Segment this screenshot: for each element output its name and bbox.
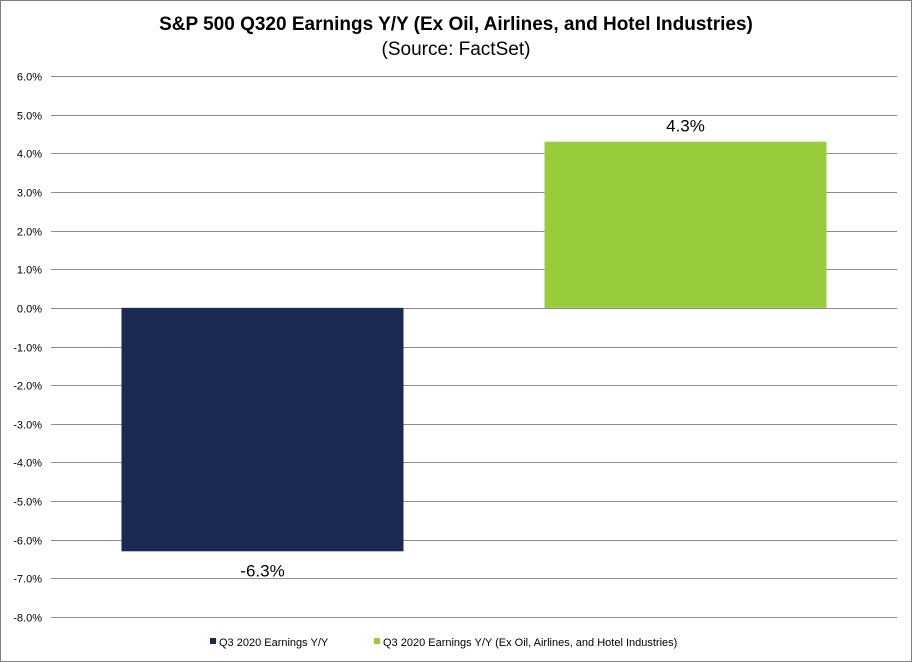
legend-label-1: Q3 2020 Earnings Y/Y bbox=[219, 637, 329, 649]
y-tick-label: -1.0% bbox=[13, 343, 42, 355]
y-tick-label: 3.0% bbox=[17, 188, 42, 200]
y-tick-label: -8.0% bbox=[13, 613, 42, 625]
legend-swatch-1 bbox=[210, 638, 216, 644]
y-tick-label: 2.0% bbox=[17, 227, 42, 239]
chart-subtitle: (Source: FactSet) bbox=[382, 39, 531, 60]
y-tick-label: -2.0% bbox=[13, 381, 42, 393]
y-tick-label: -5.0% bbox=[13, 497, 42, 509]
y-tick-label: -3.0% bbox=[13, 420, 42, 432]
legend-label-2: Q3 2020 Earnings Y/Y (Ex Oil, Airlines, … bbox=[383, 637, 677, 649]
y-tick-label: -6.0% bbox=[13, 536, 42, 548]
y-tick-label: 0.0% bbox=[17, 304, 42, 316]
bars: -6.3% 4.3% bbox=[121, 117, 827, 580]
y-tick-label: 5.0% bbox=[17, 111, 42, 123]
bar-1 bbox=[121, 307, 404, 552]
data-label-2: 4.3% bbox=[666, 117, 705, 136]
y-tick-label: 4.0% bbox=[17, 149, 42, 161]
y-tick-label: 1.0% bbox=[17, 265, 42, 277]
data-label-1: -6.3% bbox=[240, 561, 284, 580]
legend: Q3 2020 Earnings Y/Y Q3 2020 Earnings Y/Y… bbox=[210, 637, 677, 649]
y-tick-label: -4.0% bbox=[13, 458, 42, 470]
chart-title: S&P 500 Q320 Earnings Y/Y (Ex Oil, Airli… bbox=[159, 14, 753, 35]
y-axis-ticks: 6.0% 5.0% 4.0% 3.0% 2.0% 1.0% 0.0% -1.0% -2.0% -3… bbox=[13, 72, 42, 625]
legend-swatch-2 bbox=[374, 638, 380, 644]
y-tick-label: 6.0% bbox=[17, 72, 42, 84]
y-tick-label: -7.0% bbox=[13, 574, 42, 586]
bar-2 bbox=[544, 141, 827, 308]
